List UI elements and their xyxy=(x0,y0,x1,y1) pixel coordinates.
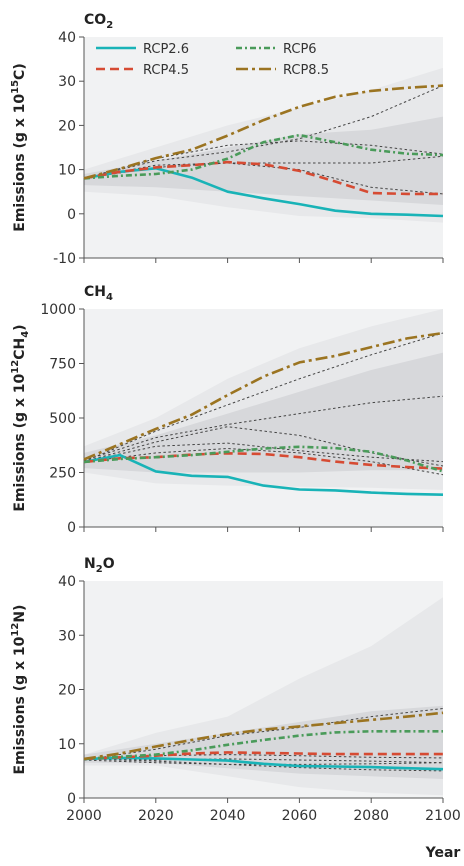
legend-label: RCP6 xyxy=(283,42,317,57)
panel-title: N2O xyxy=(84,556,115,575)
y-axis-label-main: Emissions (g x 10 xyxy=(12,94,28,232)
y-tick-label: 30 xyxy=(58,628,76,644)
series-line-rcp6 xyxy=(83,133,444,180)
series-line-rcp26 xyxy=(83,756,444,771)
series-line-rcp85 xyxy=(83,84,444,180)
legend: RCP2.6 RCP6 RCP4.5 RCP8.5 xyxy=(96,42,329,78)
y-axis-label: Emissions (g x 1012N) xyxy=(10,605,28,775)
panel-title-subscript: 4 xyxy=(106,292,113,303)
y-axis-label: Emissions (g x 1012CH4) xyxy=(10,324,31,511)
panel-title-tail: O xyxy=(103,556,115,572)
y-tick-label: 0 xyxy=(67,520,76,536)
panel-title-subscript: 2 xyxy=(106,20,113,31)
y-axis-label-main: Emissions (g x 10 xyxy=(12,636,28,774)
panel-title-main: N xyxy=(84,556,96,572)
x-tick-label: 2000 xyxy=(66,808,102,824)
scenario-line-1 xyxy=(83,85,444,179)
x-tick-label: 2020 xyxy=(138,808,174,824)
y-tick-label: 0 xyxy=(67,791,76,807)
y-tick-label: 40 xyxy=(58,574,76,590)
y-axis-label-close: ) xyxy=(12,324,28,330)
y-axis-label-superscript: 12 xyxy=(10,360,21,374)
y-axis-label-unit: N) xyxy=(12,605,28,623)
panel-1: -10 0 10 20 30 40 CO2 Emissions (g x 1015C) RCP2… xyxy=(10,12,444,267)
y-tick-label: 20 xyxy=(58,683,76,699)
scenario-line-1 xyxy=(83,708,444,761)
legend-label: RCP4.5 xyxy=(143,63,189,78)
panel-title: CO2 xyxy=(84,12,113,31)
y-tick-label: 40 xyxy=(58,30,76,46)
uncertainty-band-2 xyxy=(84,705,443,779)
y-tick-label: 10 xyxy=(58,737,76,753)
panel-title: CH4 xyxy=(84,284,113,303)
x-axis-label: Year xyxy=(425,845,461,861)
scenario-line-1 xyxy=(83,332,444,463)
uncertainty-band-2 xyxy=(84,352,443,473)
y-tick-label: 250 xyxy=(49,466,76,482)
series-line-rcp85 xyxy=(83,711,444,761)
panel-title-main: CO xyxy=(84,12,106,28)
series-line-rcp26 xyxy=(83,453,444,496)
series-line-rcp6 xyxy=(83,445,444,473)
panel-title-subscript: 2 xyxy=(96,564,103,575)
scenario-line-4 xyxy=(83,442,444,463)
y-axis-label-unit: CH xyxy=(12,338,28,360)
y-axis-label-superscript: 12 xyxy=(10,623,21,637)
y-axis-label: Emissions (g x 1015C) xyxy=(10,63,28,232)
y-axis-label-subscript: 4 xyxy=(20,331,31,338)
y-axis-label-unit: C) xyxy=(12,63,28,80)
y-tick-label: 1000 xyxy=(40,302,76,318)
x-tick-label: 2060 xyxy=(282,808,318,824)
x-tick-label: 2040 xyxy=(210,808,246,824)
y-axis-label-superscript: 15 xyxy=(10,80,21,94)
y-tick-label: 10 xyxy=(58,163,76,179)
series-line-rcp6 xyxy=(83,729,443,761)
y-tick-label: 0 xyxy=(67,207,76,223)
panel-3: 0 10 20 30 40 2000 2020 2040 2060 2080 2100 N2O Emis… xyxy=(10,556,461,861)
x-tick-label: 2080 xyxy=(353,808,389,824)
panel-title-main: CH xyxy=(84,284,106,300)
scenario-line-5 xyxy=(83,447,444,476)
y-axis-label-main: Emissions (g x 10 xyxy=(12,373,28,511)
scenario-line-2 xyxy=(83,395,444,461)
legend-label: RCP8.5 xyxy=(283,63,329,78)
y-tick-label: 500 xyxy=(49,411,76,427)
scenario-line-3 xyxy=(83,426,444,467)
y-tick-label: 750 xyxy=(49,357,76,373)
scenario-line-4 xyxy=(83,162,444,195)
series-line-rcp85 xyxy=(83,331,444,461)
y-tick-label: -10 xyxy=(53,251,76,267)
y-tick-label: 30 xyxy=(58,74,76,90)
legend-label: RCP2.6 xyxy=(143,42,189,57)
x-tick-label: 2100 xyxy=(425,808,461,824)
series-line-rcp45 xyxy=(83,160,443,196)
y-tick-label: 20 xyxy=(58,118,76,134)
